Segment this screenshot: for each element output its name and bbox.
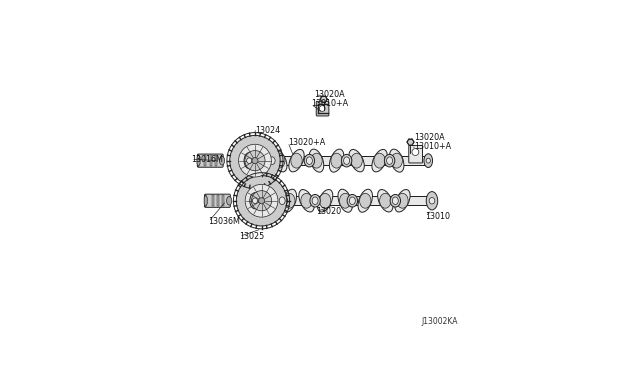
- Ellipse shape: [429, 198, 435, 204]
- Text: 13025: 13025: [239, 232, 264, 241]
- Circle shape: [239, 144, 271, 177]
- Text: 13020A: 13020A: [414, 133, 445, 142]
- Circle shape: [319, 106, 325, 111]
- Ellipse shape: [391, 153, 403, 168]
- Ellipse shape: [344, 157, 349, 164]
- Ellipse shape: [319, 193, 331, 208]
- Ellipse shape: [246, 158, 252, 163]
- Ellipse shape: [392, 197, 398, 205]
- Bar: [253, 196, 433, 205]
- Text: 13020+A: 13020+A: [288, 138, 325, 147]
- Circle shape: [259, 198, 264, 204]
- Ellipse shape: [220, 156, 225, 165]
- Ellipse shape: [339, 193, 351, 208]
- Text: 13036M: 13036M: [209, 217, 241, 226]
- Polygon shape: [204, 195, 207, 207]
- Ellipse shape: [378, 189, 393, 212]
- Ellipse shape: [347, 195, 358, 207]
- Ellipse shape: [252, 198, 257, 203]
- Ellipse shape: [310, 195, 321, 207]
- Bar: [212, 195, 214, 206]
- Ellipse shape: [385, 154, 395, 167]
- Ellipse shape: [289, 150, 304, 172]
- Ellipse shape: [299, 189, 314, 212]
- Ellipse shape: [331, 153, 342, 168]
- Ellipse shape: [338, 189, 353, 212]
- Ellipse shape: [301, 193, 312, 208]
- Ellipse shape: [397, 193, 408, 208]
- Circle shape: [230, 135, 280, 186]
- Ellipse shape: [317, 189, 333, 212]
- Text: 13010: 13010: [426, 212, 451, 221]
- Ellipse shape: [309, 149, 324, 172]
- Bar: [215, 155, 217, 166]
- Text: J13002KA: J13002KA: [422, 317, 458, 326]
- Ellipse shape: [426, 158, 431, 163]
- Ellipse shape: [390, 149, 404, 172]
- Ellipse shape: [271, 150, 287, 172]
- Ellipse shape: [312, 197, 318, 205]
- FancyBboxPatch shape: [197, 154, 223, 167]
- Ellipse shape: [390, 195, 401, 207]
- FancyBboxPatch shape: [409, 145, 422, 163]
- Ellipse shape: [395, 189, 410, 212]
- Ellipse shape: [387, 157, 392, 164]
- Bar: [204, 155, 207, 166]
- Circle shape: [412, 149, 419, 155]
- Ellipse shape: [279, 197, 285, 205]
- Ellipse shape: [351, 153, 362, 168]
- Text: 13016M: 13016M: [191, 155, 223, 164]
- Ellipse shape: [341, 154, 352, 167]
- Bar: [248, 156, 429, 165]
- Ellipse shape: [282, 189, 296, 212]
- Ellipse shape: [284, 193, 295, 208]
- Ellipse shape: [291, 153, 302, 168]
- Ellipse shape: [269, 157, 275, 164]
- Ellipse shape: [380, 193, 391, 208]
- Ellipse shape: [277, 195, 287, 207]
- Circle shape: [252, 191, 271, 211]
- Ellipse shape: [304, 154, 315, 167]
- Ellipse shape: [250, 193, 260, 209]
- Ellipse shape: [227, 196, 232, 205]
- Ellipse shape: [267, 154, 277, 167]
- Circle shape: [245, 185, 278, 217]
- Ellipse shape: [372, 150, 387, 172]
- Ellipse shape: [360, 193, 371, 208]
- FancyBboxPatch shape: [205, 194, 230, 207]
- Polygon shape: [407, 139, 414, 145]
- Text: 13010+A: 13010+A: [414, 142, 451, 151]
- Bar: [211, 155, 212, 166]
- Ellipse shape: [349, 150, 364, 172]
- Ellipse shape: [307, 157, 312, 164]
- Ellipse shape: [311, 153, 322, 168]
- Polygon shape: [197, 155, 200, 167]
- Ellipse shape: [330, 149, 344, 172]
- Circle shape: [252, 158, 258, 164]
- Text: 13024: 13024: [255, 126, 280, 135]
- Text: 13010+A: 13010+A: [311, 99, 348, 108]
- Ellipse shape: [349, 197, 355, 205]
- Circle shape: [236, 176, 287, 226]
- Polygon shape: [320, 96, 327, 102]
- Text: 13020A: 13020A: [314, 90, 345, 99]
- Bar: [218, 195, 220, 206]
- Ellipse shape: [244, 153, 254, 169]
- Bar: [222, 195, 224, 206]
- FancyBboxPatch shape: [316, 101, 329, 116]
- Ellipse shape: [374, 153, 385, 168]
- Ellipse shape: [424, 154, 433, 167]
- Circle shape: [245, 151, 265, 171]
- Ellipse shape: [274, 153, 285, 168]
- Ellipse shape: [358, 189, 372, 212]
- Text: 13020: 13020: [317, 207, 342, 216]
- Ellipse shape: [426, 192, 438, 210]
